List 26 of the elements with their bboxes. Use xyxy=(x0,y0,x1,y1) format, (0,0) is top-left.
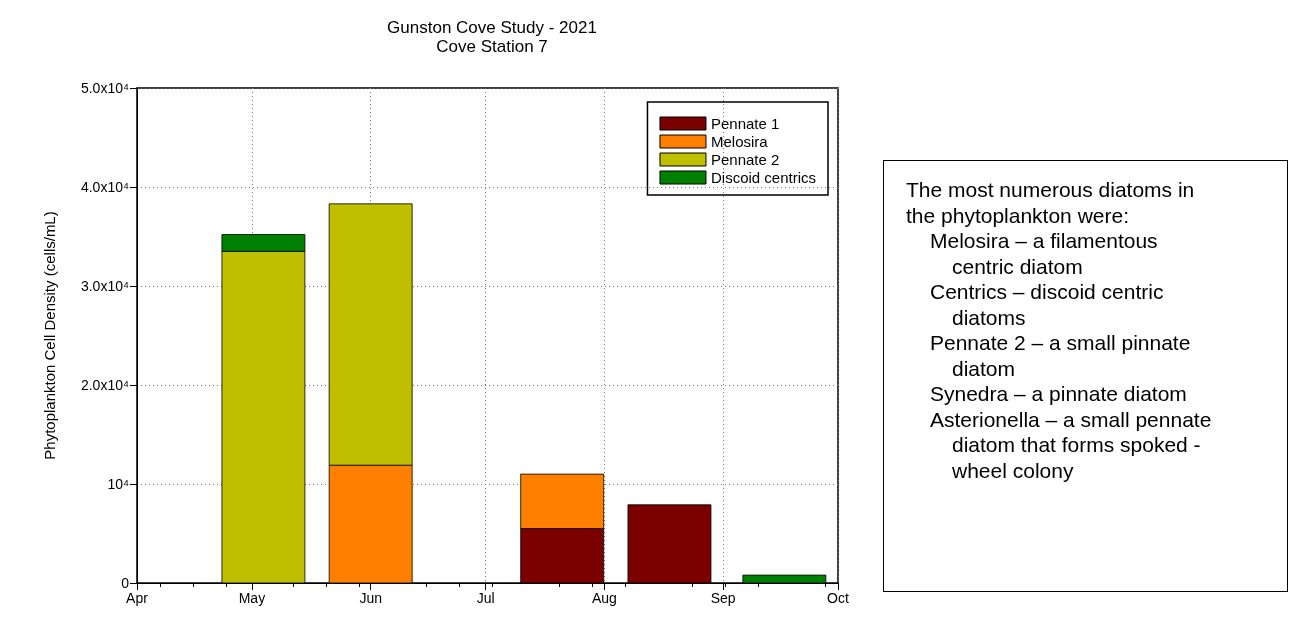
text: Asterionella – a small pennate diatom that forms spoked -wheel colony xyxy=(929,406,1213,483)
chart-subtitle: Cove Station 7 xyxy=(436,37,548,56)
y-tick-label: 10⁴ xyxy=(107,476,129,492)
x-tick-label: Jun xyxy=(359,590,382,606)
text: Synedra – a pinnate diatom xyxy=(929,381,1188,407)
y-tick-label: 3.0x10⁴ xyxy=(80,278,129,294)
x-tick-label: Apr xyxy=(126,590,149,606)
y-tick-label: 5.0x10⁴ xyxy=(80,80,129,96)
legend-label: Discoid centrics xyxy=(710,169,816,186)
y-axis-title: Phytoplankton Cell Density (cells/mL) xyxy=(41,211,58,460)
x-tick-label: Aug xyxy=(591,590,617,606)
legend-label: Pennate 2 xyxy=(710,151,780,168)
y-tick-label: 0 xyxy=(121,575,130,591)
text: Centrics – discoid centric diatoms xyxy=(929,279,1165,330)
x-tick-label: Oct xyxy=(827,590,849,606)
chart-title: Gunston Cove Study - 2021 xyxy=(387,18,597,37)
x-tick-label: Jul xyxy=(476,590,495,606)
text: Pennate 2 – a small pinnate diatom xyxy=(929,330,1192,381)
legend-label: Melosira xyxy=(710,133,769,150)
y-tick-label: 4.0x10⁴ xyxy=(80,179,129,195)
legend-label: Pennate 1 xyxy=(710,115,780,132)
y-tick-label: 2.0x10⁴ xyxy=(80,377,129,393)
text: Melosira – a filamentous centric diatom xyxy=(929,228,1159,279)
x-tick-label: May xyxy=(238,590,266,606)
x-tick-label: Sep xyxy=(710,590,736,606)
text: The most numerous diatoms in the phytoplankton were: xyxy=(906,177,1196,228)
